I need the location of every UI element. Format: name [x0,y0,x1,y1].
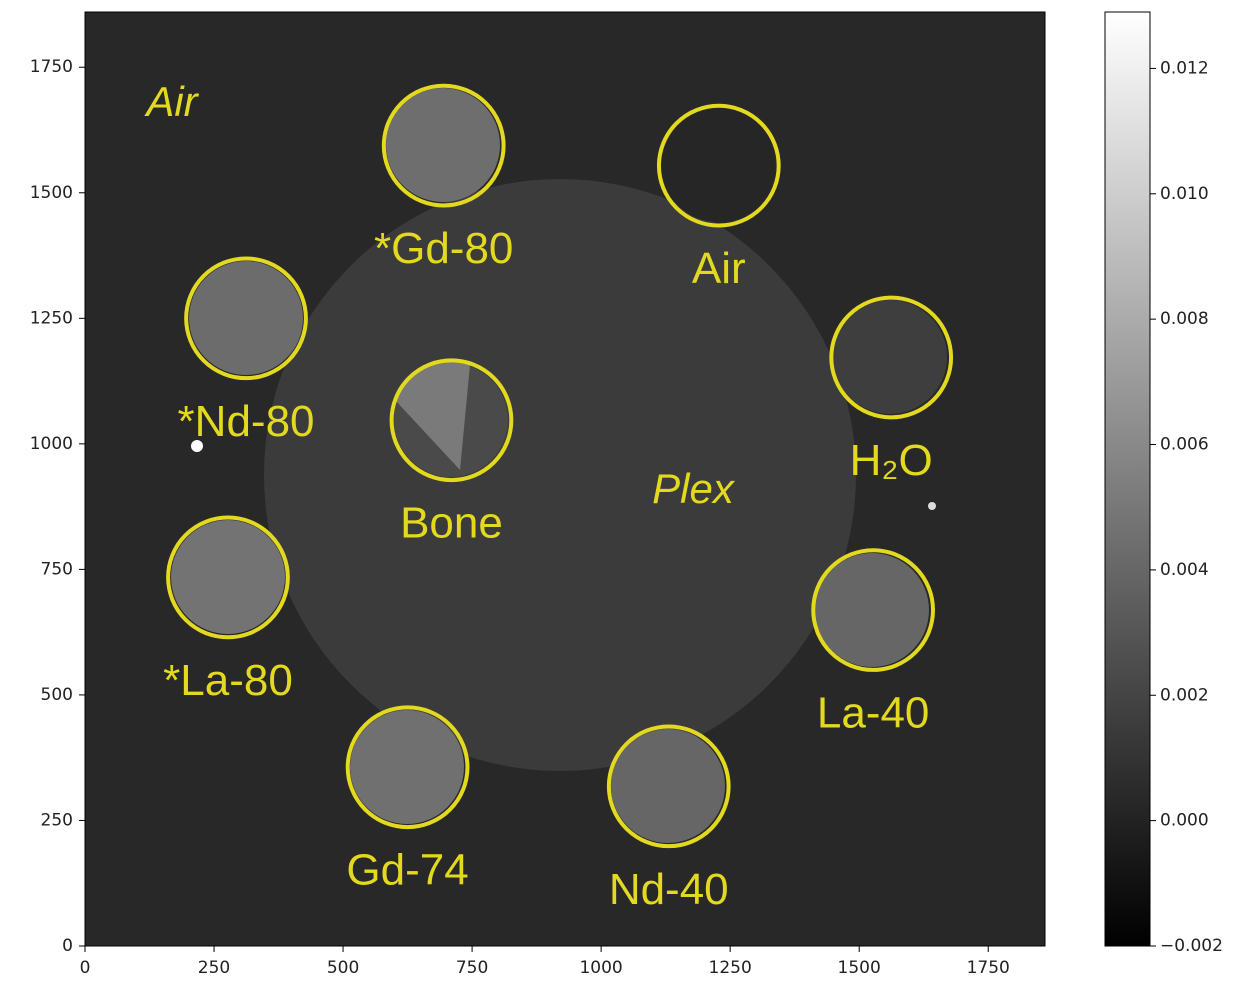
x-tick-label: 1500 [838,958,881,978]
y-tick-label: 1250 [30,308,73,328]
roi-label: *Gd-80 [374,224,513,273]
annotation: Air [143,78,199,125]
annotation: Plex [652,465,736,512]
x-tick-label: 500 [327,958,359,978]
insert [171,520,285,634]
roi-label: *La-80 [163,656,293,705]
x-tick-label: 250 [198,958,230,978]
colorbar-tick-label: 0.006 [1160,435,1209,455]
marker [928,502,936,510]
insert [611,729,725,843]
colorbar-tick-label: −0.002 [1160,936,1223,956]
roi-label: Bone [400,499,503,548]
x-tick-label: 1000 [579,958,622,978]
insert [815,553,929,667]
colorbar-tick-label: 0.008 [1160,309,1209,329]
colorbar-tick-label: 0.002 [1160,685,1209,705]
y-tick-label: 0 [62,936,73,956]
roi-label: *Nd-80 [178,397,315,446]
roi-label: H₂O [850,436,933,485]
chart: Air Plex 0 250 500 750 1000 1250 1500 1750 0 250 5… [0,0,1248,983]
roi-label: Gd-74 [346,846,468,895]
roi-label: La-40 [817,689,930,738]
colorbar [1105,12,1150,946]
y-tick-label: 500 [41,685,73,705]
insert [661,108,775,222]
colorbar-tick-label: 0.012 [1160,58,1209,78]
x-tick-label: 0 [80,958,91,978]
insert [189,261,303,375]
y-tick-label: 250 [41,810,73,830]
x-tick-label: 1750 [967,958,1010,978]
y-tick-label: 1750 [30,57,73,77]
insert [350,710,464,824]
insert [386,88,500,202]
colorbar-tick-label: 0.000 [1160,811,1209,831]
x-tick-label: 1250 [709,958,752,978]
colorbar-tick-label: 0.004 [1160,560,1209,580]
roi-label: Nd-40 [609,865,729,914]
colorbar-tick-label: 0.010 [1160,184,1209,204]
insert [833,300,947,414]
y-tick-label: 1500 [30,183,73,203]
y-tick-label: 750 [41,559,73,579]
x-tick-label: 750 [456,958,488,978]
phantom [264,179,856,771]
roi-label: Air [692,244,746,293]
y-tick-label: 1000 [30,434,73,454]
